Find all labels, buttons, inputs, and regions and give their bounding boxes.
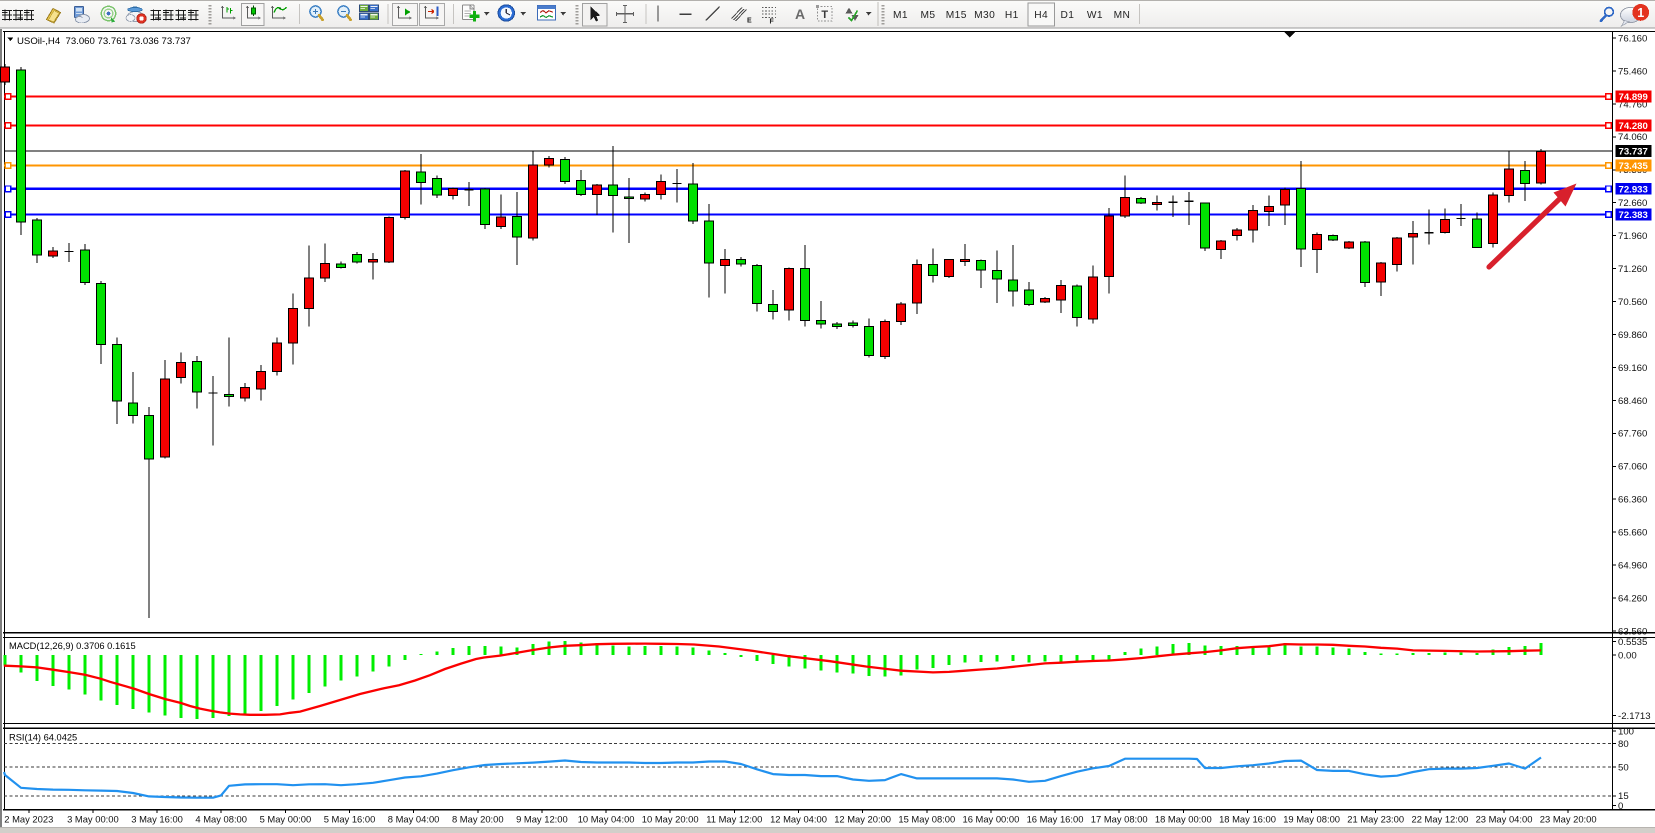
svg-text:70.560: 70.560	[1618, 297, 1647, 308]
svg-text:74.280: 74.280	[1619, 121, 1648, 132]
svg-text:80: 80	[1618, 739, 1629, 750]
svg-text:3 May 00:00: 3 May 00:00	[67, 814, 119, 825]
svg-text:21 May 23:00: 21 May 23:00	[1347, 814, 1404, 825]
svg-text:72.660: 72.660	[1618, 198, 1647, 209]
svg-text:11 May 12:00: 11 May 12:00	[706, 814, 762, 825]
svg-text:USOil-,H4 73.060 73.761 73.03: USOil-,H4 73.060 73.761 73.036 73.737	[17, 36, 191, 47]
svg-text:M30: M30	[974, 10, 995, 21]
svg-text:16 May 16:00: 16 May 16:00	[1027, 814, 1084, 825]
svg-text:5 May 00:00: 5 May 00:00	[260, 814, 312, 825]
svg-text:23 May 20:00: 23 May 20:00	[1540, 814, 1597, 825]
svg-text:12 May 20:00: 12 May 20:00	[834, 814, 891, 825]
svg-text:17 May 08:00: 17 May 08:00	[1091, 814, 1148, 825]
svg-text:10 May 20:00: 10 May 20:00	[642, 814, 699, 825]
svg-text:67.060: 67.060	[1618, 462, 1647, 473]
svg-text:D1: D1	[1060, 10, 1074, 21]
svg-text:64.260: 64.260	[1618, 593, 1647, 604]
svg-text:72.383: 72.383	[1619, 210, 1648, 221]
svg-text:69.860: 69.860	[1618, 330, 1647, 341]
svg-text:T: T	[821, 9, 828, 21]
svg-text:69.160: 69.160	[1618, 363, 1647, 374]
svg-text:18 May 00:00: 18 May 00:00	[1155, 814, 1212, 825]
svg-text:0.00: 0.00	[1618, 650, 1637, 661]
svg-text:72.933: 72.933	[1619, 184, 1648, 195]
svg-text:19 May 08:00: 19 May 08:00	[1283, 814, 1340, 825]
svg-text:0.5535: 0.5535	[1618, 637, 1647, 648]
svg-text:50: 50	[1618, 763, 1629, 774]
svg-text:1: 1	[1637, 6, 1644, 20]
svg-text:74.899: 74.899	[1619, 92, 1648, 103]
svg-text:75.460: 75.460	[1618, 66, 1647, 77]
svg-text:9 May 12:00: 9 May 12:00	[516, 814, 568, 825]
svg-text:RSI(14) 64.0425: RSI(14) 64.0425	[9, 733, 77, 743]
svg-text:H1: H1	[1005, 10, 1019, 21]
svg-text:100: 100	[1618, 726, 1634, 737]
svg-text:3 May 16:00: 3 May 16:00	[131, 814, 183, 825]
svg-text:23 May 04:00: 23 May 04:00	[1476, 814, 1533, 825]
svg-text:4 May 08:00: 4 May 08:00	[195, 814, 247, 825]
svg-text:71.260: 71.260	[1618, 264, 1647, 275]
svg-text:MN: MN	[1114, 10, 1131, 21]
svg-text:W1: W1	[1087, 10, 1103, 21]
svg-text:73.737: 73.737	[1619, 147, 1648, 158]
svg-text:15 May 08:00: 15 May 08:00	[898, 814, 955, 825]
svg-text:8 May 20:00: 8 May 20:00	[452, 814, 504, 825]
svg-text:64.960: 64.960	[1618, 561, 1647, 572]
svg-text:68.460: 68.460	[1618, 396, 1647, 407]
svg-text:A: A	[795, 6, 805, 22]
svg-text:22 May 12:00: 22 May 12:00	[1411, 814, 1468, 825]
svg-text:M5: M5	[921, 10, 936, 21]
svg-text:18 May 16:00: 18 May 16:00	[1219, 814, 1276, 825]
svg-text:MACD(12,26,9) 0.3706 0.1615: MACD(12,26,9) 0.3706 0.1615	[9, 641, 136, 651]
svg-text:8 May 04:00: 8 May 04:00	[388, 814, 440, 825]
svg-text:0: 0	[1618, 801, 1623, 812]
svg-text:M1: M1	[893, 10, 908, 21]
svg-text:H4: H4	[1034, 10, 1048, 21]
svg-text:10 May 04:00: 10 May 04:00	[578, 814, 635, 825]
svg-text:E: E	[747, 18, 752, 25]
svg-text:71.960: 71.960	[1618, 231, 1647, 242]
svg-text:16 May 00:00: 16 May 00:00	[962, 814, 1019, 825]
svg-text:66.360: 66.360	[1618, 495, 1647, 506]
svg-text:76.160: 76.160	[1618, 33, 1647, 44]
svg-text:M15: M15	[946, 10, 967, 21]
svg-text:74.060: 74.060	[1618, 132, 1647, 143]
svg-text:12 May 04:00: 12 May 04:00	[770, 814, 827, 825]
svg-text:65.660: 65.660	[1618, 528, 1647, 539]
svg-text:73.435: 73.435	[1619, 161, 1649, 172]
svg-text:-2.1713: -2.1713	[1618, 711, 1651, 722]
svg-text:63.560: 63.560	[1618, 626, 1647, 637]
svg-text:15: 15	[1618, 791, 1629, 802]
svg-text:67.760: 67.760	[1618, 429, 1647, 440]
svg-text:F: F	[770, 19, 775, 26]
svg-text:2 May 2023: 2 May 2023	[4, 814, 53, 825]
svg-text:5 May 16:00: 5 May 16:00	[324, 814, 376, 825]
svg-text:74.760: 74.760	[1618, 99, 1647, 110]
